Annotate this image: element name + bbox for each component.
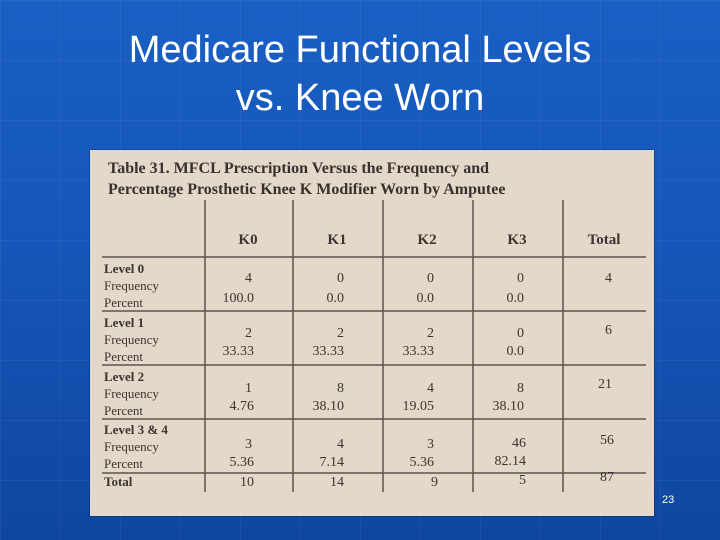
frequency-cell: 3 — [427, 437, 434, 452]
row-sublabel-percent: Percent — [104, 349, 143, 364]
percent-cell: 7.14 — [319, 455, 345, 470]
percent-cell: 100.0 — [222, 291, 255, 306]
percent-cell: 4.76 — [229, 399, 255, 414]
percent-cell: 38.10 — [312, 399, 345, 414]
column-header-k2: K2 — [417, 232, 437, 248]
total-cell: 21 — [598, 377, 612, 392]
percent-cell: 5.36 — [409, 455, 435, 470]
total-cell: 4 — [605, 271, 612, 286]
table-heading-line-2: Percentage Prosthetic Knee K Modifier Wo… — [108, 181, 506, 198]
column-divider — [204, 200, 206, 492]
table-heading: Table 31. MFCL Prescription Versus the F… — [108, 158, 505, 200]
frequency-cell: 0 — [517, 326, 524, 341]
percent-cell: 82.14 — [494, 454, 527, 469]
percent-cell: 0.0 — [506, 344, 525, 359]
row-sublabel-frequency: Frequency — [104, 278, 159, 293]
grand-total-cell: 87 — [600, 470, 614, 485]
row-divider — [102, 472, 646, 474]
frequency-cell: 3 — [245, 437, 252, 452]
frequency-cell: 2 — [245, 326, 252, 341]
percent-cell: 33.33 — [312, 344, 345, 359]
column-divider — [472, 200, 474, 492]
frequency-cell: 0 — [337, 271, 344, 286]
total-cell: 14 — [330, 475, 344, 490]
frequency-cell: 2 — [427, 326, 434, 341]
frequency-cell: 0 — [427, 271, 434, 286]
slide-title-line-1: Medicare Functional Levels — [128, 29, 592, 71]
percent-cell: 0.0 — [506, 291, 525, 306]
row-sublabel-frequency: Frequency — [104, 439, 159, 454]
percent-cell: 0.0 — [416, 291, 435, 306]
row-sublabel-frequency: Frequency — [104, 332, 159, 347]
header-divider — [102, 256, 646, 258]
total-cell: 5 — [519, 473, 526, 488]
row-divider — [102, 418, 646, 420]
frequency-cell: 4 — [337, 437, 344, 452]
frequency-cell: 8 — [517, 381, 524, 396]
row-divider — [102, 310, 646, 312]
column-header-k3: K3 — [507, 232, 527, 248]
frequency-cell: 2 — [337, 326, 344, 341]
slide-title-line-2: vs. Knee Worn — [235, 77, 485, 119]
percent-cell: 33.33 — [402, 344, 435, 359]
frequency-cell: 46 — [512, 436, 526, 451]
row-divider — [102, 364, 646, 366]
percent-cell: 0.0 — [326, 291, 345, 306]
row-group-label: Level 0 — [104, 261, 145, 276]
table-heading-line-1: Table 31. MFCL Prescription Versus the F… — [108, 160, 490, 177]
frequency-cell: 4 — [427, 381, 434, 396]
row-group-label: Level 2 — [104, 369, 145, 384]
column-divider — [292, 200, 294, 492]
row-group-label: Level 1 — [104, 315, 145, 330]
column-header-total: Total — [587, 232, 621, 248]
table-photo: Table 31. MFCL Prescription Versus the F… — [90, 150, 654, 516]
total-cell: 9 — [431, 475, 438, 490]
row-sublabel-percent: Percent — [104, 456, 143, 471]
percent-cell: 19.05 — [402, 399, 435, 414]
percent-cell: 38.10 — [492, 399, 525, 414]
frequency-cell: 8 — [337, 381, 344, 396]
row-sublabel-percent: Percent — [104, 295, 143, 310]
percent-cell: 5.36 — [229, 455, 255, 470]
column-divider — [382, 200, 384, 492]
percent-cell: 33.33 — [222, 344, 255, 359]
frequency-cell: 0 — [517, 271, 524, 286]
total-row-label: Total — [104, 474, 133, 489]
row-sublabel-percent: Percent — [104, 403, 143, 418]
column-header-k0: K0 — [238, 232, 258, 248]
frequency-cell: 4 — [245, 271, 252, 286]
column-divider — [562, 200, 564, 492]
total-cell: 6 — [605, 323, 612, 338]
total-cell: 10 — [240, 475, 254, 490]
column-header-k1: K1 — [327, 232, 347, 248]
slide-number: 23 — [662, 494, 675, 506]
row-sublabel-frequency: Frequency — [104, 386, 159, 401]
total-cell: 56 — [600, 433, 614, 448]
frequency-cell: 1 — [245, 381, 252, 396]
slide-title: Medicare Functional Levels vs. Knee Worn — [0, 26, 720, 122]
row-group-label: Level 3 & 4 — [104, 422, 168, 437]
